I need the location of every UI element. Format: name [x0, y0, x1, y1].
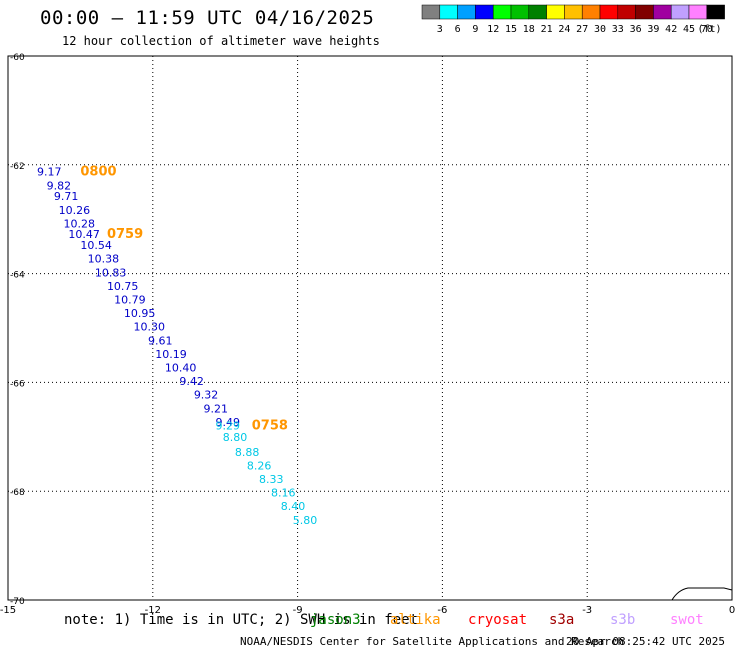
chart-subtitle: 12 hour collection of altimeter wave hei… [62, 34, 380, 48]
colorbar-tick-label: 70 [701, 24, 713, 35]
plot-frame [7, 55, 733, 601]
wave-height-label: 10.83 [95, 266, 127, 279]
satellite-legend-swot: swot [670, 612, 704, 628]
wave-height-label: 10.54 [80, 239, 112, 252]
wave-height-label: 9.71 [54, 190, 79, 203]
x-tick-label: -12 [145, 605, 161, 616]
wave-height-label: 8.26 [247, 459, 271, 472]
time-label: 0800 [80, 165, 116, 180]
colorbar-tick-label: 21 [541, 24, 553, 35]
satellite-legend-s3a: s3a [549, 612, 575, 628]
y-tick-label: -66 [10, 379, 25, 389]
colorbar-tick-label: 39 [647, 24, 659, 35]
wave-height-label: 9.42 [179, 375, 204, 388]
colorbar-unit: (ft) [698, 24, 722, 35]
wave-height-label: 8.40 [281, 500, 306, 513]
coastline [671, 587, 733, 601]
y-tick-label: -60 [10, 53, 25, 63]
wave-height-label: 10.30 [133, 321, 165, 334]
colorbar-tick-label: 36 [630, 24, 642, 35]
x-tick-label: -3 [582, 605, 592, 616]
y-tick-label: -62 [10, 162, 25, 172]
wave-height-label: 8.33 [259, 473, 284, 486]
colorbar-tick-label: 6 [455, 24, 461, 35]
colorbar-tick-label: 9 [472, 24, 478, 35]
y-tick-label: -68 [10, 488, 25, 498]
wave-height-label: 10.75 [107, 280, 138, 293]
time-label: 0759 [107, 227, 143, 242]
satellite-legend-jason3: jason3 [310, 612, 361, 628]
colorbar-tick-label: 18 [523, 24, 535, 35]
x-tick-label: -15 [0, 605, 16, 616]
colorbar-tick-label: 12 [487, 24, 499, 35]
colorbar-tick-label: 45 [683, 24, 695, 35]
y-tick-label: -70 [10, 597, 25, 607]
wave-height-label: 8.88 [235, 446, 260, 459]
wave-height-label: 10.47 [68, 228, 100, 241]
wave-height-label: 10.79 [114, 294, 146, 307]
wave-height-label: 9.82 [47, 179, 72, 192]
wave-height-label: 10.40 [165, 362, 197, 375]
wave-height-label: 9.21 [203, 402, 228, 415]
colorbar-tick-label: 3 [437, 24, 443, 35]
wave-height-label: 9.49 [216, 416, 241, 429]
wave-height-label: 9.32 [194, 389, 219, 402]
wave-height-label: 9.29 [216, 420, 241, 433]
colorbar-tick-label: 27 [576, 24, 588, 35]
y-tick-label: -64 [10, 271, 25, 281]
satellite-legend-cryosat: cryosat [468, 612, 528, 628]
generated-timestamp: 20 Apr 08:25:42 UTC 2025 [566, 635, 725, 648]
satellite-legend-s3b: s3b [610, 612, 636, 628]
colorbar-tick-label: 42 [665, 24, 677, 35]
time-label: 0758 [252, 419, 288, 434]
wave-height-label: 10.95 [124, 307, 156, 320]
wave-height-label: 10.19 [155, 348, 187, 361]
wave-height-label: 5.80 [293, 514, 318, 527]
colorbar-tick-label: 24 [558, 24, 570, 35]
wave-height-label: 10.38 [88, 253, 120, 266]
wave-height-label: 10.28 [64, 217, 96, 230]
color-scale-legend: 3 6 9 12 15 18 21 24 27 30 33 36 39 42 45 70(ft) [421, 4, 725, 35]
chart-title: 00:00 – 11:59 UTC 04/16/2025 [40, 7, 375, 29]
colorbar-tick-label: 33 [612, 24, 624, 35]
wave-height-label: 8.80 [223, 431, 248, 444]
satellite-legend-altika: altika [390, 612, 441, 628]
credit-line: NOAA/NESDIS Center for Satellite Applica… [240, 635, 625, 648]
x-tick-label: -6 [437, 605, 447, 616]
colorbar-swatch [706, 4, 725, 20]
colorbar-tick-label: 15 [505, 24, 517, 35]
wave-height-label: 9.61 [148, 334, 173, 347]
x-tick-label: 0 [729, 605, 735, 616]
wave-height-label: 8.16 [271, 487, 296, 500]
wave-height-label: 10.26 [59, 204, 91, 217]
x-tick-label: -9 [293, 605, 303, 616]
wave-height-label: 9.17 [37, 166, 62, 179]
colorbar-tick-label: 30 [594, 24, 606, 35]
footer-note: note: 1) Time is in UTC; 2) SWH is in fe… [64, 612, 419, 628]
